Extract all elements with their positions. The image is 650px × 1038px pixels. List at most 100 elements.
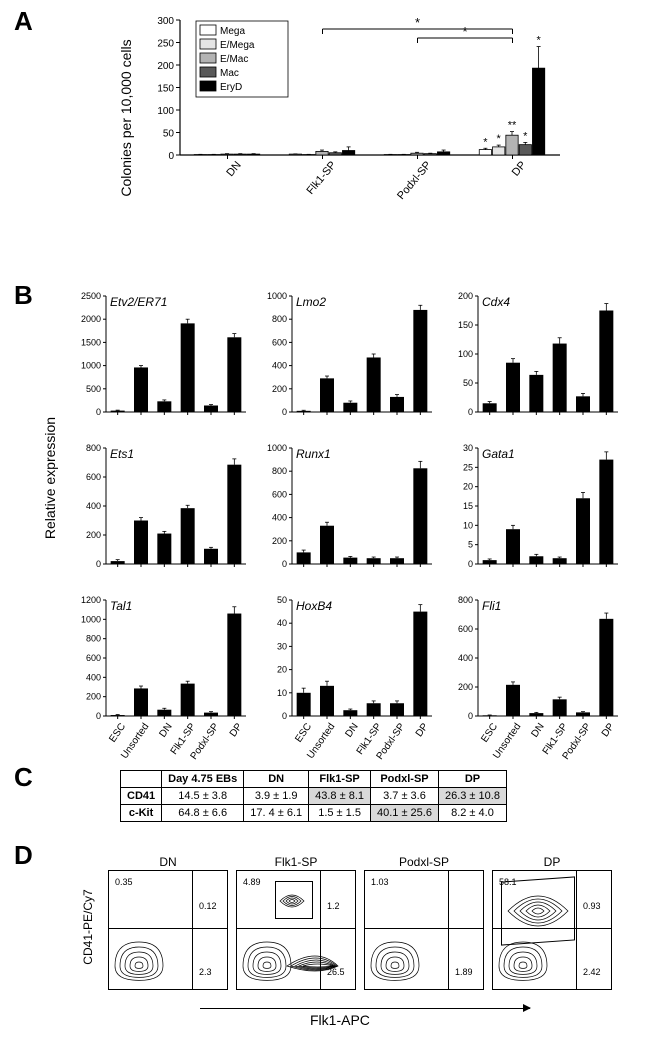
svg-text:600: 600 xyxy=(272,337,287,347)
table-cell: 26.3 ± 10.8 xyxy=(438,788,506,805)
svg-text:50: 50 xyxy=(163,129,175,140)
svg-text:Cdx4: Cdx4 xyxy=(482,295,510,309)
panel-d-label: D xyxy=(14,840,33,871)
svg-text:1000: 1000 xyxy=(267,291,287,301)
svg-text:Flk1-SP: Flk1-SP xyxy=(304,159,338,197)
panel-c-label: C xyxy=(14,762,33,793)
svg-text:200: 200 xyxy=(272,384,287,394)
svg-text:600: 600 xyxy=(86,472,101,482)
svg-text:100: 100 xyxy=(157,106,174,117)
table-row-header: c-Kit xyxy=(121,805,162,822)
svg-text:0: 0 xyxy=(96,407,101,417)
svg-text:400: 400 xyxy=(86,501,101,511)
svg-text:ESC: ESC xyxy=(107,721,128,744)
svg-text:400: 400 xyxy=(272,513,287,523)
table-col-header: DN xyxy=(244,771,309,788)
facs-gate-pct: 1.89 xyxy=(455,967,473,977)
svg-text:1000: 1000 xyxy=(267,443,287,453)
svg-text:DN: DN xyxy=(224,159,243,179)
svg-text:*: * xyxy=(536,35,541,47)
panel-a-chart: 050100150200250300DNFlk1-SPPodxl-SPDP***… xyxy=(140,10,570,230)
svg-text:150: 150 xyxy=(157,84,174,95)
svg-text:5: 5 xyxy=(468,540,473,550)
svg-text:200: 200 xyxy=(86,530,101,540)
table-col-header xyxy=(121,771,162,788)
facs-plot-title: Podxl-SP xyxy=(365,855,483,869)
svg-text:30: 30 xyxy=(277,641,287,651)
table-row-header: CD41 xyxy=(121,788,162,805)
svg-text:DN: DN xyxy=(157,721,174,739)
table-col-header: Day 4.75 EBs xyxy=(162,771,244,788)
table-cell: 3.9 ± 1.9 xyxy=(244,788,309,805)
table-cell: 17. 4 ± 6.1 xyxy=(244,805,309,822)
svg-text:600: 600 xyxy=(272,489,287,499)
panel-a-label: A xyxy=(14,6,33,37)
facs-gate-pct: 2.3 xyxy=(199,967,212,977)
panel-b-grid: 05001000150020002500Etv2/ER7102004006008… xyxy=(70,290,630,790)
svg-text:25: 25 xyxy=(463,462,473,472)
svg-text:*: * xyxy=(483,136,488,148)
svg-text:30: 30 xyxy=(463,443,473,453)
table-col-header: Flk1-SP xyxy=(309,771,371,788)
svg-text:E/Mac: E/Mac xyxy=(220,54,248,65)
svg-text:0: 0 xyxy=(168,151,174,162)
svg-text:1500: 1500 xyxy=(81,337,101,347)
facs-plot: DP58.10.932.42 xyxy=(492,870,612,990)
svg-text:400: 400 xyxy=(86,672,101,682)
svg-text:*: * xyxy=(497,133,502,145)
table-cell: 64.8 ± 6.6 xyxy=(162,805,244,822)
facs-plot: Podxl-SP1.031.89 xyxy=(364,870,484,990)
panel-a-ylabel: Colonies per 10,000 cells xyxy=(118,28,134,208)
svg-text:40: 40 xyxy=(277,618,287,628)
facs-gate-pct: 0.93 xyxy=(583,901,601,911)
svg-text:200: 200 xyxy=(86,692,101,702)
svg-text:0: 0 xyxy=(282,407,287,417)
panel-b-ylabel: Relative expression xyxy=(42,388,58,568)
panel-d-xarrow xyxy=(200,1008,530,1009)
svg-text:20: 20 xyxy=(277,665,287,675)
svg-text:1200: 1200 xyxy=(81,595,101,605)
svg-text:Runx1: Runx1 xyxy=(296,447,331,461)
svg-text:0: 0 xyxy=(282,711,287,721)
facs-plot-title: DN xyxy=(109,855,227,869)
facs-plot-title: Flk1-SP xyxy=(237,855,355,869)
svg-text:0: 0 xyxy=(468,559,473,569)
svg-text:Fli1: Fli1 xyxy=(482,599,501,613)
table-col-header: Podxl-SP xyxy=(371,771,439,788)
facs-plot: DN0.350.122.3 xyxy=(108,870,228,990)
table-cell: 43.8 ± 8.1 xyxy=(309,788,371,805)
panel-c-table: Day 4.75 EBsDNFlk1-SPPodxl-SPDPCD4114.5 … xyxy=(120,770,507,822)
svg-text:Etv2/ER71: Etv2/ER71 xyxy=(110,295,167,309)
svg-text:400: 400 xyxy=(458,653,473,663)
table-cell: 14.5 ± 3.8 xyxy=(162,788,244,805)
svg-text:50: 50 xyxy=(463,378,473,388)
svg-text:DP: DP xyxy=(414,721,431,739)
svg-text:100: 100 xyxy=(458,349,473,359)
facs-plot: Flk1-SP4.891.226.5 xyxy=(236,870,356,990)
svg-text:800: 800 xyxy=(272,314,287,324)
svg-text:400: 400 xyxy=(272,361,287,371)
svg-text:2000: 2000 xyxy=(81,314,101,324)
facs-gate-pct: 26.5 xyxy=(327,967,345,977)
svg-text:2500: 2500 xyxy=(81,291,101,301)
table-cell: 40.1 ± 25.6 xyxy=(371,805,439,822)
svg-text:0: 0 xyxy=(282,559,287,569)
svg-text:1000: 1000 xyxy=(81,614,101,624)
svg-text:600: 600 xyxy=(458,624,473,634)
svg-text:ESC: ESC xyxy=(479,721,500,744)
svg-text:0: 0 xyxy=(96,559,101,569)
svg-text:800: 800 xyxy=(272,466,287,476)
svg-text:200: 200 xyxy=(272,536,287,546)
facs-gate-pct: 1.03 xyxy=(371,877,389,887)
svg-text:1000: 1000 xyxy=(81,361,101,371)
svg-text:*: * xyxy=(415,15,420,30)
svg-text:10: 10 xyxy=(463,520,473,530)
svg-text:600: 600 xyxy=(86,653,101,663)
svg-text:15: 15 xyxy=(463,501,473,511)
table-cell: 3.7 ± 3.6 xyxy=(371,788,439,805)
svg-text:800: 800 xyxy=(86,634,101,644)
svg-text:*: * xyxy=(523,130,528,142)
svg-text:20: 20 xyxy=(463,482,473,492)
facs-gate-pct: 0.35 xyxy=(115,877,133,887)
svg-text:DN: DN xyxy=(529,721,546,739)
